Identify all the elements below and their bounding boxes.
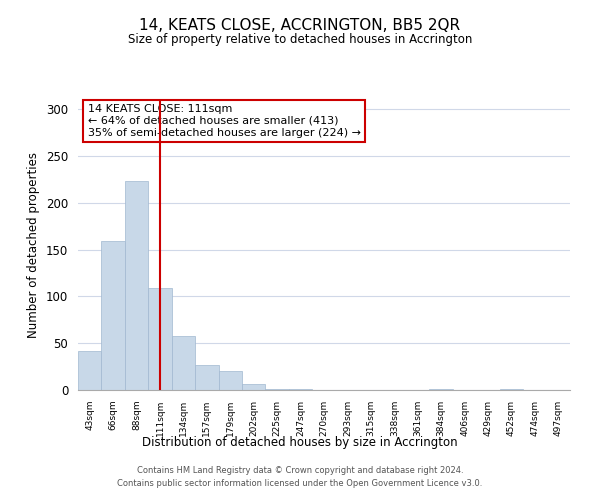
Text: Size of property relative to detached houses in Accrington: Size of property relative to detached ho… — [128, 32, 472, 46]
Bar — [289, 389, 312, 390]
Text: Contains HM Land Registry data © Crown copyright and database right 2024.
Contai: Contains HM Land Registry data © Crown c… — [118, 466, 482, 487]
Bar — [500, 389, 523, 390]
Bar — [218, 372, 242, 390]
Text: 14 KEATS CLOSE: 111sqm
← 64% of detached houses are smaller (413)
35% of semi-de: 14 KEATS CLOSE: 111sqm ← 64% of detached… — [88, 104, 361, 138]
Bar — [172, 336, 195, 390]
Bar — [101, 242, 125, 390]
Bar — [242, 384, 265, 390]
Bar — [195, 364, 218, 390]
Bar — [78, 350, 101, 390]
Bar — [265, 389, 289, 390]
Y-axis label: Number of detached properties: Number of detached properties — [28, 152, 40, 338]
Bar — [430, 389, 453, 390]
Bar — [148, 288, 172, 390]
Bar — [125, 182, 148, 390]
Text: 14, KEATS CLOSE, ACCRINGTON, BB5 2QR: 14, KEATS CLOSE, ACCRINGTON, BB5 2QR — [139, 18, 461, 32]
Text: Distribution of detached houses by size in Accrington: Distribution of detached houses by size … — [142, 436, 458, 449]
